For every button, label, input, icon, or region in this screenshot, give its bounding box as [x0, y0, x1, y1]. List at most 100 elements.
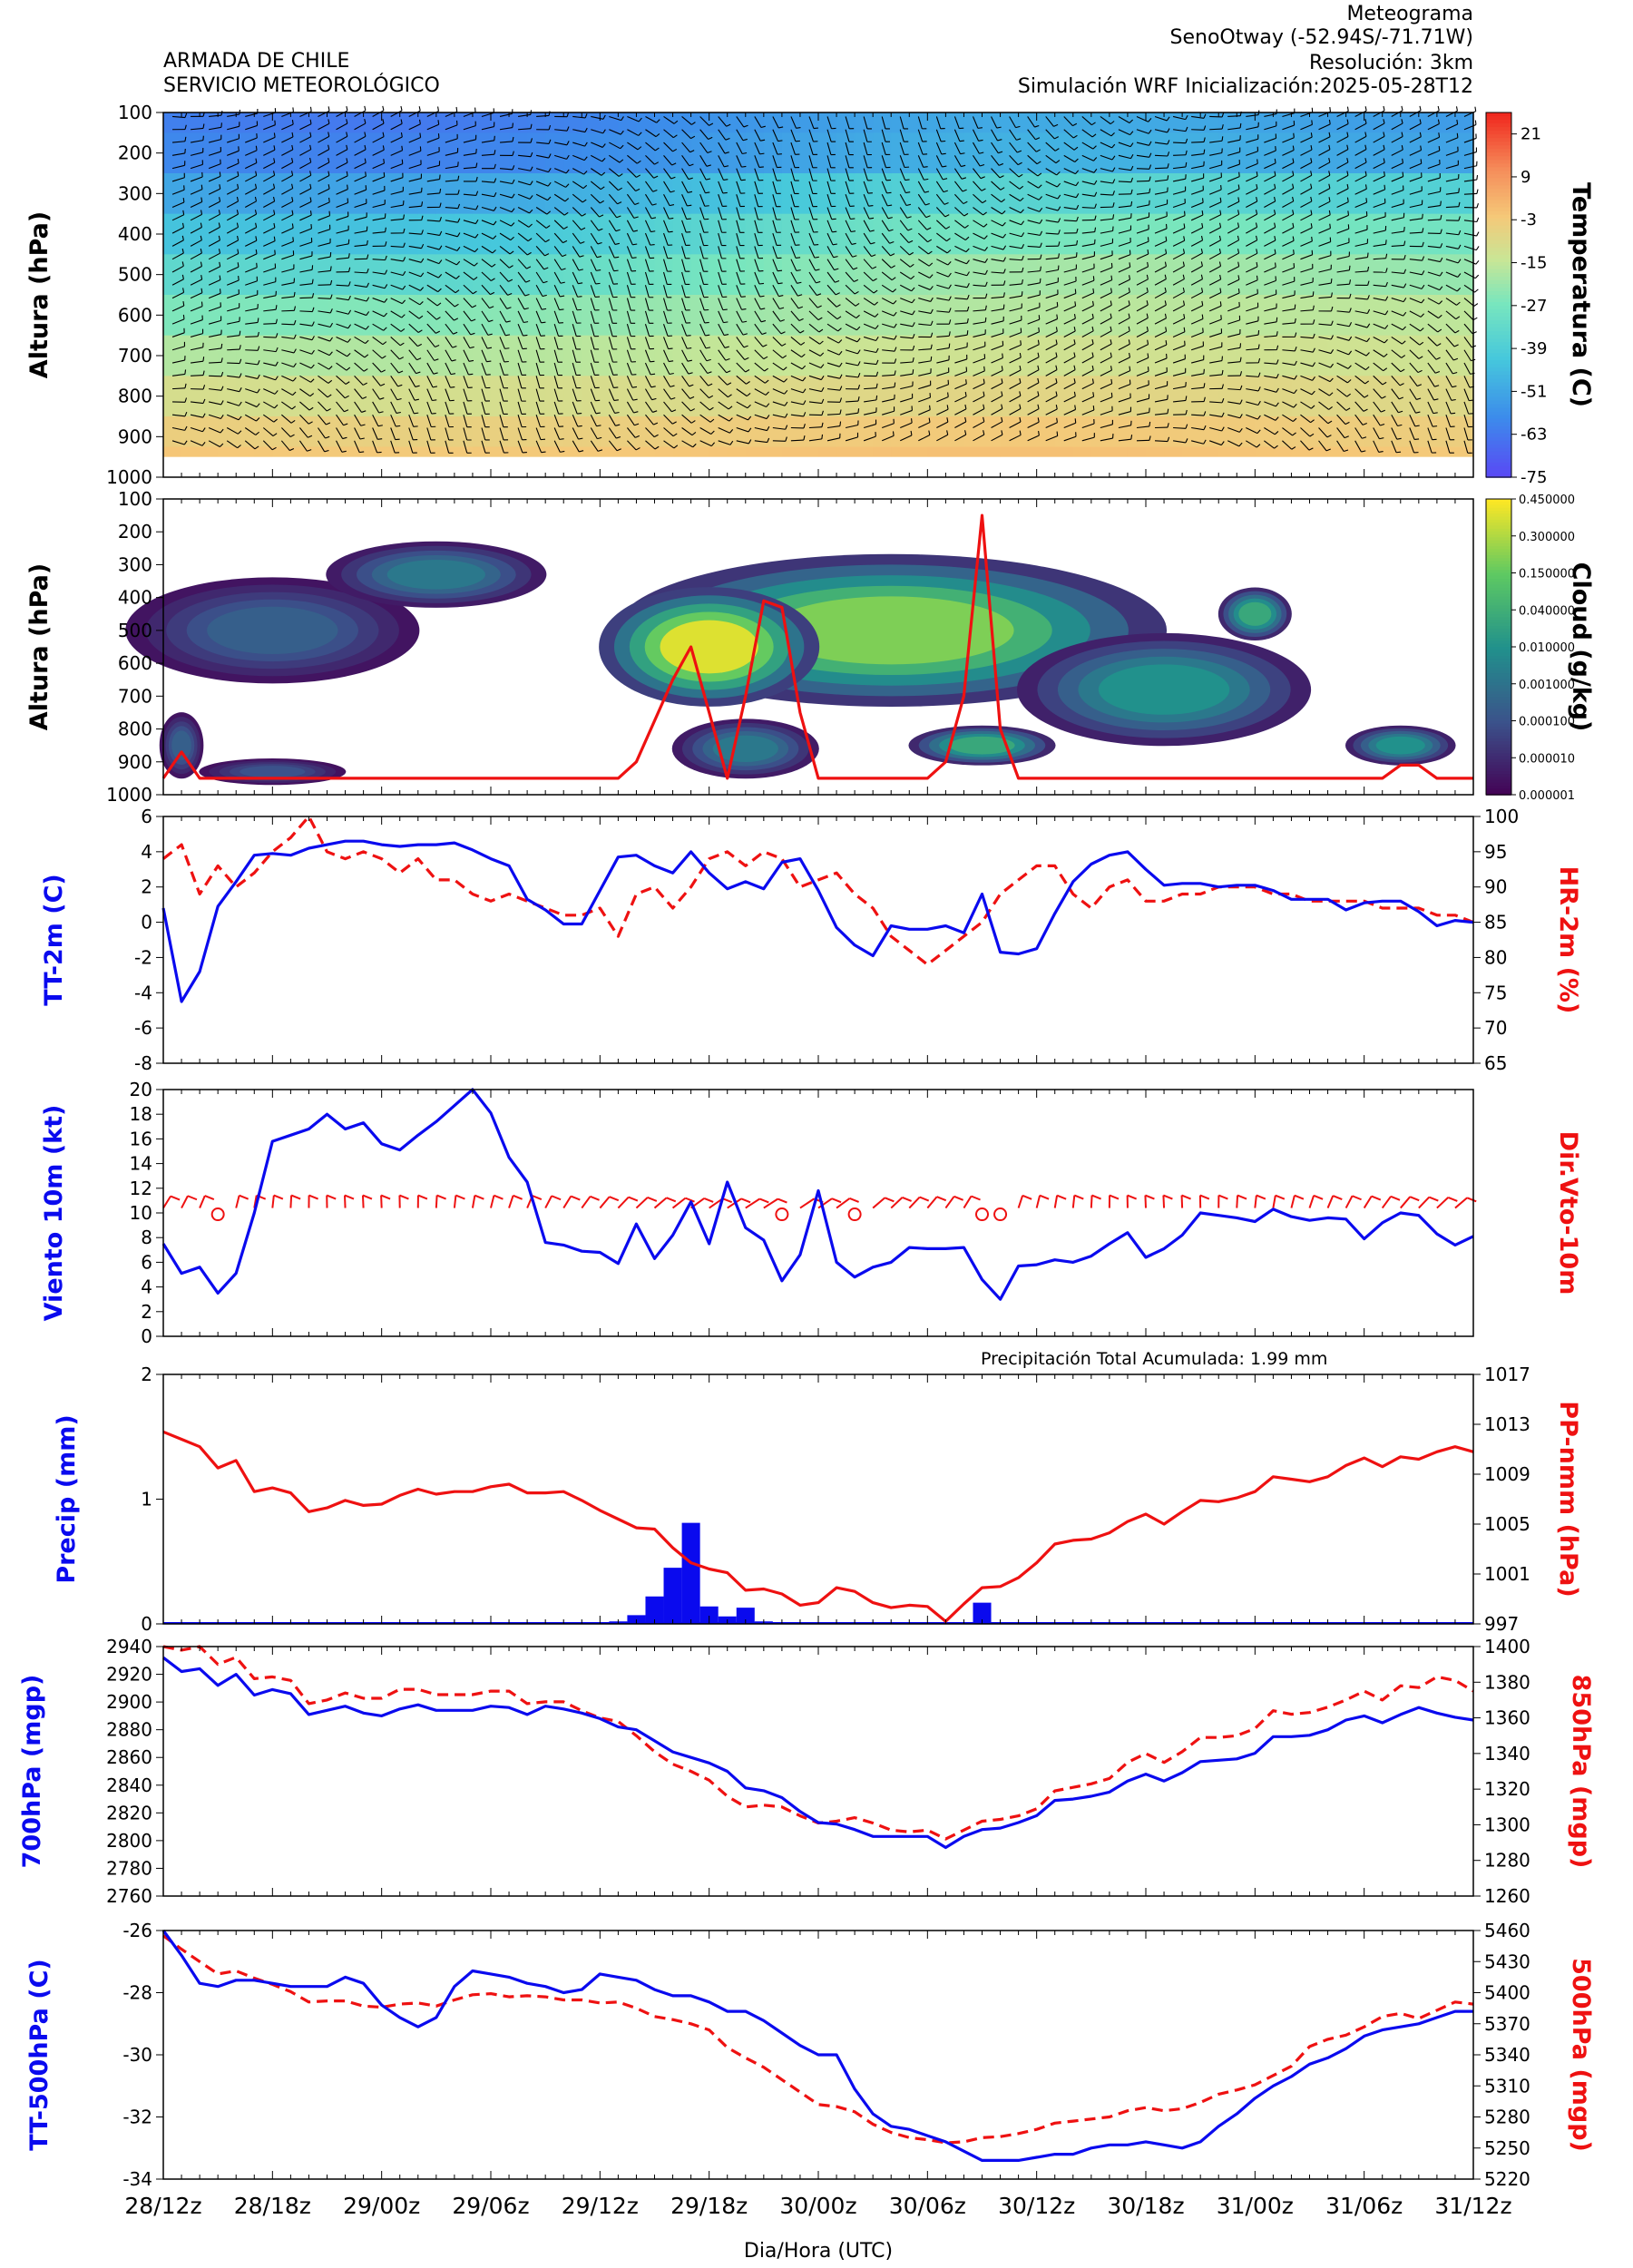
wind-barb: [681, 323, 688, 337]
wind-barb: [184, 397, 188, 403]
wind-barb: [1154, 279, 1167, 286]
temperature-cell: [909, 173, 928, 215]
wind-barb: [1208, 305, 1222, 312]
temperature-colorbar-cell: [1486, 400, 1511, 406]
wind-barb: [826, 207, 833, 220]
wind-barb: [608, 401, 616, 414]
wind-barb: [1276, 373, 1279, 378]
wind-barb: [274, 404, 279, 409]
wind-barb: [839, 374, 843, 379]
wind-barb: [1336, 255, 1350, 260]
wind-barb: [1146, 274, 1149, 279]
wind-barb: [954, 322, 968, 325]
wind-barb: [227, 307, 240, 312]
wind-barb: [1354, 188, 1367, 195]
wind-barb: [591, 129, 603, 134]
wind-barb: [1401, 105, 1403, 111]
wind-barb: [1282, 124, 1295, 131]
temperature-cell: [891, 213, 910, 255]
wind-barb: [973, 383, 985, 390]
wind-barb: [563, 226, 568, 230]
wind-barb: [318, 215, 330, 221]
temperature-cell: [1291, 295, 1311, 337]
wind-barb: [1054, 136, 1059, 140]
wind-barb: [1172, 331, 1186, 337]
wind-barb: [244, 227, 257, 234]
wind-barb: [1076, 228, 1079, 233]
wind-barb: [439, 174, 441, 180]
temperature-cell: [873, 132, 892, 174]
wind-barb: [326, 408, 331, 412]
temperature-cell: [254, 295, 273, 337]
wind-barb: [1164, 313, 1167, 318]
wind-barb: [1292, 145, 1295, 151]
wind-barb: [1463, 401, 1470, 415]
wind-barb: [983, 366, 985, 371]
wind-barb: [291, 210, 294, 215]
wind-barb: [219, 288, 221, 294]
wind-barb: [736, 168, 742, 181]
wind-barb: [663, 440, 675, 449]
wind-barb: [1257, 400, 1261, 406]
wind-barb: [772, 259, 778, 271]
wind-barb: [263, 200, 275, 209]
wind-barb: [517, 181, 531, 186]
wind-barb: [208, 163, 221, 170]
wind-barb: [273, 210, 276, 215]
wind-barb: [536, 154, 549, 159]
temperature-cell: [1127, 416, 1147, 448]
temperature-cell: [472, 446, 492, 458]
wind-barb: [590, 181, 601, 191]
wind-barb: [918, 284, 931, 290]
wind-barb: [329, 337, 333, 342]
wind-barb: [918, 259, 930, 267]
temperature-panel-y-tick-label: 400: [118, 223, 152, 245]
wind-barb: [1063, 142, 1075, 151]
wind-barb: [741, 308, 747, 310]
temperature-cell: [1255, 213, 1274, 255]
wind-barb: [1081, 255, 1095, 260]
wind-barb: [626, 232, 633, 246]
temperature-cell: [1072, 295, 1092, 337]
wind-barb: [699, 388, 709, 399]
wind-barb: [517, 337, 523, 349]
wind-barb: [936, 245, 948, 254]
wind-barb: [1118, 370, 1130, 376]
temperature-cell: [618, 416, 638, 448]
wind-barb: [372, 375, 381, 386]
temperature-cell: [1309, 446, 1329, 458]
wind-barb: [882, 323, 895, 328]
wind-barb: [1183, 236, 1186, 241]
temperature-colorbar-cell: [1486, 152, 1511, 158]
wind-barb: [1246, 252, 1258, 260]
wind-barb: [354, 162, 367, 170]
wind-barb: [736, 220, 741, 233]
temperature-cell: [1400, 295, 1420, 337]
wind-barb: [1311, 236, 1313, 241]
wind-barb: [1318, 269, 1332, 273]
wind-barb: [964, 224, 969, 229]
wind-barb: [535, 246, 545, 257]
wind-barb: [1136, 397, 1149, 403]
wind-barb: [808, 323, 820, 333]
temperature-cell: [1309, 295, 1329, 337]
wind-barb: [718, 232, 722, 246]
temperature-colorbar-cell: [1486, 404, 1511, 409]
wind-barb: [1409, 310, 1422, 318]
temperature-cell: [381, 132, 401, 174]
wind-barb: [209, 388, 222, 391]
wind-barb: [475, 149, 477, 154]
wind-barb: [1445, 349, 1454, 361]
wind-barb: [709, 418, 715, 423]
wind-barb: [705, 334, 710, 337]
wind-barb: [1112, 179, 1116, 184]
wind-barb: [618, 187, 622, 191]
temperature-cell: [272, 254, 291, 296]
wind-barb: [445, 310, 455, 321]
wind-barb: [736, 181, 741, 194]
temperature-colorbar-cell: [1486, 287, 1511, 292]
wind-barb: [255, 431, 259, 435]
wind-barb: [790, 323, 801, 334]
temperature-cell: [1255, 376, 1274, 417]
wind-barb: [936, 271, 949, 278]
